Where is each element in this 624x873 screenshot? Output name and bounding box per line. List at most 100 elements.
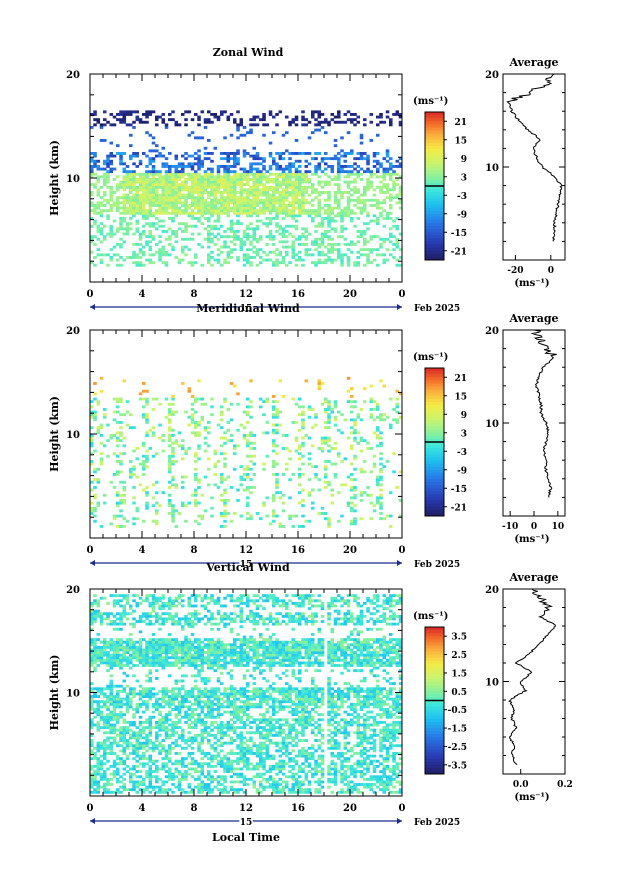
heatmap-cell — [122, 488, 127, 492]
heatmap-cell — [93, 617, 97, 621]
heatmap-cell — [96, 501, 101, 505]
heatmap-cell — [99, 764, 104, 768]
heatmap-cell — [168, 702, 172, 706]
heatmap-cell — [132, 764, 136, 768]
heatmap-cell — [372, 152, 377, 155]
heatmap-cell — [346, 248, 351, 252]
heatmap-cell — [366, 214, 370, 218]
heatmap-cell — [109, 772, 114, 776]
heatmap-cell — [99, 692, 104, 696]
heatmap-cell — [184, 227, 188, 231]
heatmap-cell — [168, 640, 172, 644]
heatmap-cell — [207, 219, 211, 223]
heatmap-cell — [93, 614, 97, 618]
heatmap-cell — [96, 609, 101, 613]
heatmap-cell — [340, 431, 344, 435]
heatmap-cell — [96, 780, 101, 784]
heatmap-cell — [135, 744, 140, 748]
heatmap-cell — [213, 178, 218, 181]
heatmap-cell — [161, 596, 166, 600]
heatmap-cell — [99, 653, 104, 657]
heatmap-cell — [112, 115, 117, 119]
heatmap-cell — [353, 263, 357, 267]
heatmap-cell — [132, 110, 136, 114]
heatmap-cell — [148, 757, 153, 761]
heatmap-cell — [168, 444, 172, 448]
heatmap-cell — [207, 180, 211, 184]
heatmap-cell — [171, 656, 175, 660]
heatmap-cell — [213, 198, 218, 202]
heatmap-cell — [148, 695, 153, 698]
heatmap-cell — [389, 167, 393, 171]
heatmap-cell — [194, 170, 198, 174]
heatmap-cell — [148, 780, 153, 784]
heatmap-cell — [99, 754, 104, 758]
heatmap-cell — [151, 454, 156, 458]
heatmap-cell — [116, 790, 120, 794]
heatmap-cell — [314, 167, 318, 171]
heatmap-cell — [210, 397, 214, 401]
heatmap-cell — [304, 379, 309, 383]
colorbar-segment — [425, 189, 444, 193]
heatmap-cell — [103, 167, 107, 171]
heatmap-cell — [158, 720, 162, 724]
heatmap-cell — [233, 204, 237, 207]
heatmap-cell — [265, 170, 270, 174]
heatmap-cell — [249, 447, 253, 450]
heatmap-cell — [90, 687, 94, 691]
heatmap-cell — [337, 204, 341, 207]
heatmap-cell — [239, 237, 244, 241]
heatmap-cell — [116, 525, 120, 528]
heatmap-cell — [272, 465, 276, 469]
heatmap-cell — [148, 614, 153, 618]
heatmap-cell — [158, 689, 162, 693]
colorbar-segment — [425, 457, 444, 461]
heatmap-cell — [340, 193, 344, 197]
heatmap-cell — [135, 196, 140, 200]
heatmap-cell — [129, 188, 133, 192]
heatmap-cell — [275, 428, 279, 432]
heatmap-cell — [294, 263, 299, 267]
heatmap-cell — [119, 452, 123, 456]
heatmap-cell — [168, 436, 172, 440]
heatmap-cell — [106, 723, 110, 727]
heatmap-cell — [190, 209, 195, 213]
heatmap-cell — [255, 224, 260, 228]
heatmap-cell — [90, 702, 94, 706]
heatmap-cell — [181, 222, 185, 226]
heatmap-cell — [93, 506, 97, 510]
heatmap-cell — [132, 689, 136, 693]
heatmap-cell — [346, 204, 351, 207]
heatmap-cell — [190, 201, 195, 205]
heatmap-cell — [366, 240, 370, 244]
heatmap-cell — [285, 185, 289, 189]
heatmap-cell — [93, 700, 97, 704]
heatmap-cell — [122, 110, 127, 114]
heatmap-cell — [112, 410, 117, 414]
heatmap-cell — [324, 436, 328, 440]
heatmap-cell — [132, 175, 136, 179]
heatmap-cell — [174, 157, 179, 161]
heatmap-cell — [395, 245, 400, 249]
heatmap-cell — [112, 245, 117, 249]
heatmap-cell — [236, 444, 240, 448]
heatmap-cell — [164, 198, 169, 202]
heatmap-cell — [389, 193, 393, 197]
heatmap-cell — [164, 645, 169, 649]
heatmap-cell — [181, 204, 185, 207]
heatmap-cell — [184, 746, 188, 750]
heatmap-cell — [229, 235, 234, 239]
heatmap-cell — [317, 198, 322, 202]
heatmap-cell — [337, 188, 341, 192]
heatmap-cell — [135, 775, 140, 779]
heatmap-cell — [112, 627, 117, 631]
heatmap-cell — [207, 196, 211, 200]
heatmap-cell — [135, 263, 140, 267]
heatmap-cell — [181, 728, 185, 732]
heatmap-cell — [194, 452, 198, 456]
heatmap-cell — [288, 517, 292, 521]
heatmap-cell — [210, 250, 214, 254]
heatmap-cell — [112, 684, 117, 688]
heatmap-cell — [233, 452, 237, 456]
heatmap-cell — [161, 718, 166, 722]
